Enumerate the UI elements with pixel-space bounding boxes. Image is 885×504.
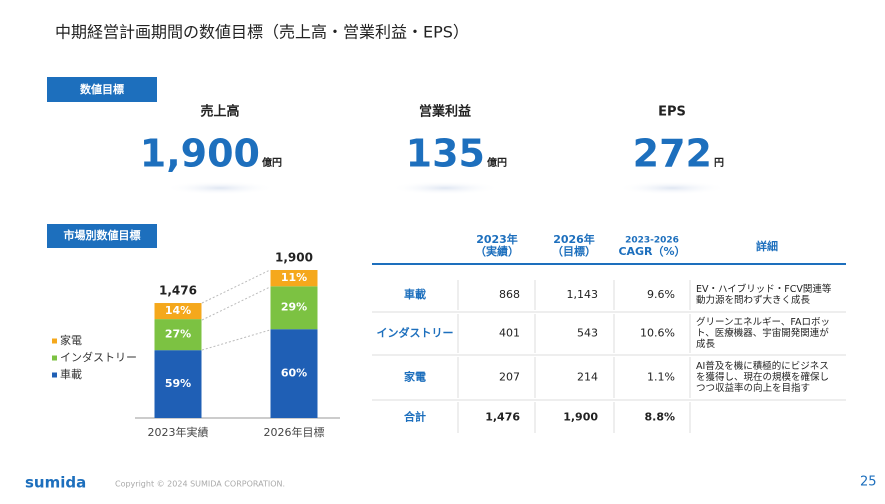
connector [201,329,271,351]
row-label: 車載 [404,287,426,301]
legend-label: インダストリー [60,350,137,364]
detail: AI普及を機に積極的にビジネス [696,360,829,372]
table-header: 2023-2026 [625,236,679,246]
bar-segment [270,286,318,330]
page-number: 25 [860,475,877,490]
category-label: 2026年目標 [264,425,325,439]
cell: 9.6% [647,288,675,301]
total-label: 1,476 [159,284,197,298]
value-label: 29% [281,301,307,314]
detail: EV・ハイブリッド・FCV関連等 [696,283,832,295]
section-label: 数値目標 [80,82,124,96]
cell: 868 [499,288,520,301]
cell: 543 [577,327,598,340]
value-label: 59% [165,377,191,390]
table-header: 2023年 [476,232,518,246]
cell: 207 [499,371,520,384]
cell: 401 [499,327,520,340]
value-label: 14% [165,304,191,317]
bar-segment [154,319,202,351]
detail: 動力源を問わず大きく成長 [696,294,811,306]
detail: グリーンエネルギー、FAロボッ [696,316,830,328]
row-label: 家電 [404,370,426,384]
value-label: 60% [281,367,307,380]
category-label: 2023年実績 [148,425,209,439]
kpi-value: 272 [633,132,712,176]
kpi-value: 1,900 [140,132,260,176]
table-header: 詳細 [756,239,778,253]
glow [390,181,500,195]
table-header: 2026年 [553,232,595,246]
row-label: インダストリー [377,326,454,340]
legend-label: 車載 [60,367,82,381]
value-label: 27% [165,328,191,341]
kpi-unit: 億円 [487,156,507,169]
bar-segment [270,329,318,418]
section-label: 市場別数値目標 [64,228,141,242]
cell: 10.6% [640,327,675,340]
table-header: CAGR（%） [618,245,685,258]
legend-swatch [52,338,57,344]
detail: 成長 [696,338,716,350]
section-box [47,77,157,102]
kpi-unit: 億円 [262,156,282,169]
cell: 8.8% [644,411,675,424]
kpi-label: EPS [658,105,686,120]
detail: つつ収益率の向上を目指す [696,382,810,394]
connector [201,286,271,321]
value-label: 11% [281,271,307,284]
slide-title: 中期経営計画期間の数値目標（売上高・営業利益・EPS） [55,23,469,42]
bar-segment [154,350,202,418]
legend-swatch [52,372,57,378]
kpi-label: 営業利益 [419,104,471,120]
bar-segment [270,270,318,287]
table-header: （実績） [475,244,519,258]
kpi-label: 売上高 [200,104,239,120]
section-box [47,224,157,248]
connector [201,269,271,304]
row-label: 合計 [404,410,426,424]
cell: 1.1% [647,371,675,384]
glow [617,181,727,195]
legend-swatch [52,355,57,361]
kpi-value: 135 [406,132,485,176]
cell: 1,143 [567,288,599,301]
table-header: （目標） [552,244,596,258]
copyright: Copyright © 2024 SUMIDA CORPORATION. [115,480,285,489]
detail: ト、医療機器、宇宙開発関連が [696,327,829,339]
kpi-unit: 円 [714,157,724,169]
glow [165,181,275,195]
detail: を獲得し、現在の規模を確保し [696,371,829,383]
cell: 1,476 [485,411,520,424]
cell: 1,900 [563,411,598,424]
cell: 214 [577,371,598,384]
bar-segment [154,303,202,320]
total-label: 1,900 [275,251,313,265]
legend-label: 家電 [60,333,82,347]
logo: sumida [25,474,86,492]
